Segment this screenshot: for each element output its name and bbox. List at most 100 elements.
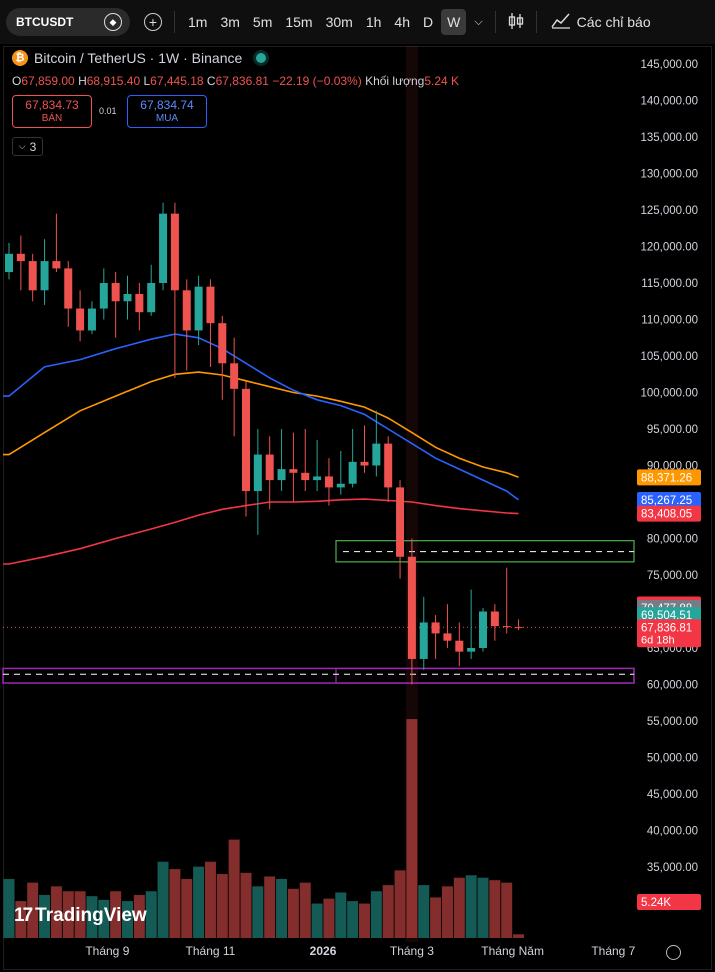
candle-body	[301, 472, 310, 481]
compare-add-icon[interactable]: +	[144, 13, 162, 31]
candle-body	[324, 476, 333, 488]
candle-body	[384, 443, 393, 488]
chart-pane[interactable]	[3, 46, 712, 970]
volume-bar	[323, 898, 335, 938]
indicator-count: 3	[29, 139, 37, 154]
y-axis-tick-label: 75,000.00	[647, 570, 698, 582]
candle-body	[5, 253, 13, 273]
buy-price: 67,834.74	[140, 98, 194, 112]
x-axis-tick-label: Tháng 7	[591, 944, 635, 958]
y-axis-tick-label: 135,000.00	[640, 132, 698, 144]
candle-body	[360, 461, 369, 466]
indicators-button[interactable]: Các chỉ báo	[551, 13, 651, 32]
symbol-info-icon[interactable]: ◆	[104, 13, 122, 31]
y-axis-tick-label: 110,000.00	[641, 315, 698, 327]
candle-body	[467, 648, 476, 652]
candle-body	[265, 454, 274, 481]
candle-body	[123, 293, 132, 302]
candle-body	[348, 461, 357, 484]
timeframe-15m[interactable]: 15m	[285, 14, 313, 30]
price-axis-label-text: 69,504.51	[641, 610, 692, 622]
price-axis-label	[637, 469, 701, 486]
spread-value: 0.01	[99, 106, 117, 116]
price-axis-label-text: 88,371.26	[641, 472, 692, 484]
candle-body	[87, 308, 96, 331]
settings-gear-icon[interactable]	[666, 945, 681, 960]
volume-bar	[3, 878, 15, 938]
candle-body	[159, 213, 168, 283]
candle-body	[230, 363, 239, 389]
candle-body	[218, 323, 227, 364]
price-axis-label-text: 83,408.05	[641, 509, 692, 521]
candle-body	[170, 213, 179, 291]
timeframe-d[interactable]: D	[422, 14, 434, 30]
high-label: H	[78, 74, 87, 88]
x-axis-tick-label: Tháng Năm	[481, 944, 544, 958]
volume-bar	[252, 886, 264, 938]
timeframe-4h[interactable]: 4h	[394, 14, 410, 30]
moving-average-orange-line	[3, 371, 519, 478]
timeframe-1m[interactable]: 1m	[188, 14, 208, 30]
y-axis-tick-label: 95,000.00	[647, 424, 698, 436]
volume-bar	[441, 886, 453, 938]
bitcoin-icon: ₿	[12, 50, 28, 66]
candle-body	[182, 290, 191, 331]
y-axis-tick-label: 60,000.00	[647, 680, 698, 692]
change-value: −22.19 (−0.03%)	[272, 74, 362, 88]
candle-body	[99, 283, 108, 309]
volume-bar	[430, 897, 442, 938]
timeframe-30m[interactable]: 30m	[325, 14, 353, 30]
y-axis-tick-label: 40,000.00	[647, 826, 698, 838]
top-toolbar: BTCUSDT ◆ + 1m 3m 5m 15m 30m 1h 4h D W ⌵…	[0, 0, 715, 44]
zone-rectangle	[335, 667, 635, 684]
volume-bar	[98, 899, 110, 938]
timeframe-w[interactable]: W	[441, 9, 467, 35]
y-axis-tick-label: 80,000.00	[647, 534, 698, 546]
timeframe-dropdown-chevron-icon[interactable]: ⌵	[474, 15, 483, 28]
candle-body	[28, 261, 37, 291]
volume-bar	[276, 878, 288, 938]
volume-label: Khối lượng	[365, 74, 425, 88]
sell-label: BÁN	[41, 113, 63, 124]
volume-bar	[359, 903, 370, 938]
candle-body	[514, 627, 523, 629]
timeframe-3m[interactable]: 3m	[220, 14, 240, 30]
timeframe-5m[interactable]: 5m	[252, 14, 273, 30]
close-value: 67,836.81	[215, 74, 269, 88]
toolbar-divider	[494, 11, 496, 33]
symbol-search-button[interactable]: BTCUSDT ◆	[6, 8, 130, 36]
toolbar-divider	[535, 11, 537, 33]
volume-bar	[287, 888, 299, 938]
volume-bar	[62, 891, 74, 938]
sell-button[interactable]: 67,834.73 BÁN	[12, 95, 92, 128]
high-value: 68,915.40	[86, 74, 141, 88]
price-axis-label-text: 85,267.25	[641, 495, 692, 507]
candle-body	[443, 633, 452, 641]
y-axis-tick-label: 115,000.00	[641, 278, 698, 290]
volume-bar	[335, 892, 347, 938]
buy-button[interactable]: 67,834.74 MUA	[127, 95, 207, 128]
volume-value: 5.24 K	[424, 74, 460, 88]
volume-bar	[418, 885, 430, 938]
highlight-week-column	[405, 46, 418, 942]
timeframe-1h[interactable]: 1h	[365, 14, 382, 30]
close-label: C	[206, 74, 216, 88]
x-axis-tick-label: Tháng 3	[390, 944, 434, 958]
volume-bar	[122, 901, 133, 938]
moving-average-blue-line	[3, 333, 519, 501]
x-axis-tick-label: 2026	[310, 944, 337, 958]
symbol-legend: ₿ Bitcoin / TetherUS · 1W · Binance	[12, 50, 267, 66]
indicator-collapse-button[interactable]: ⌵ 3	[12, 137, 43, 156]
volume-bar	[193, 866, 205, 938]
volume-bar	[489, 880, 501, 938]
tradingview-logo-text: TradingView	[35, 905, 147, 926]
price-axis-label-text: 5.24K	[641, 897, 671, 909]
x-axis-tick-label: Tháng 9	[85, 944, 129, 958]
candle-body	[336, 483, 345, 488]
candle-body	[64, 268, 73, 309]
candle-style-icon[interactable]	[508, 12, 524, 33]
candle-body	[111, 283, 120, 302]
volume-bar	[465, 875, 477, 938]
tradingview-logo[interactable]: 17 TradingView	[14, 905, 147, 927]
